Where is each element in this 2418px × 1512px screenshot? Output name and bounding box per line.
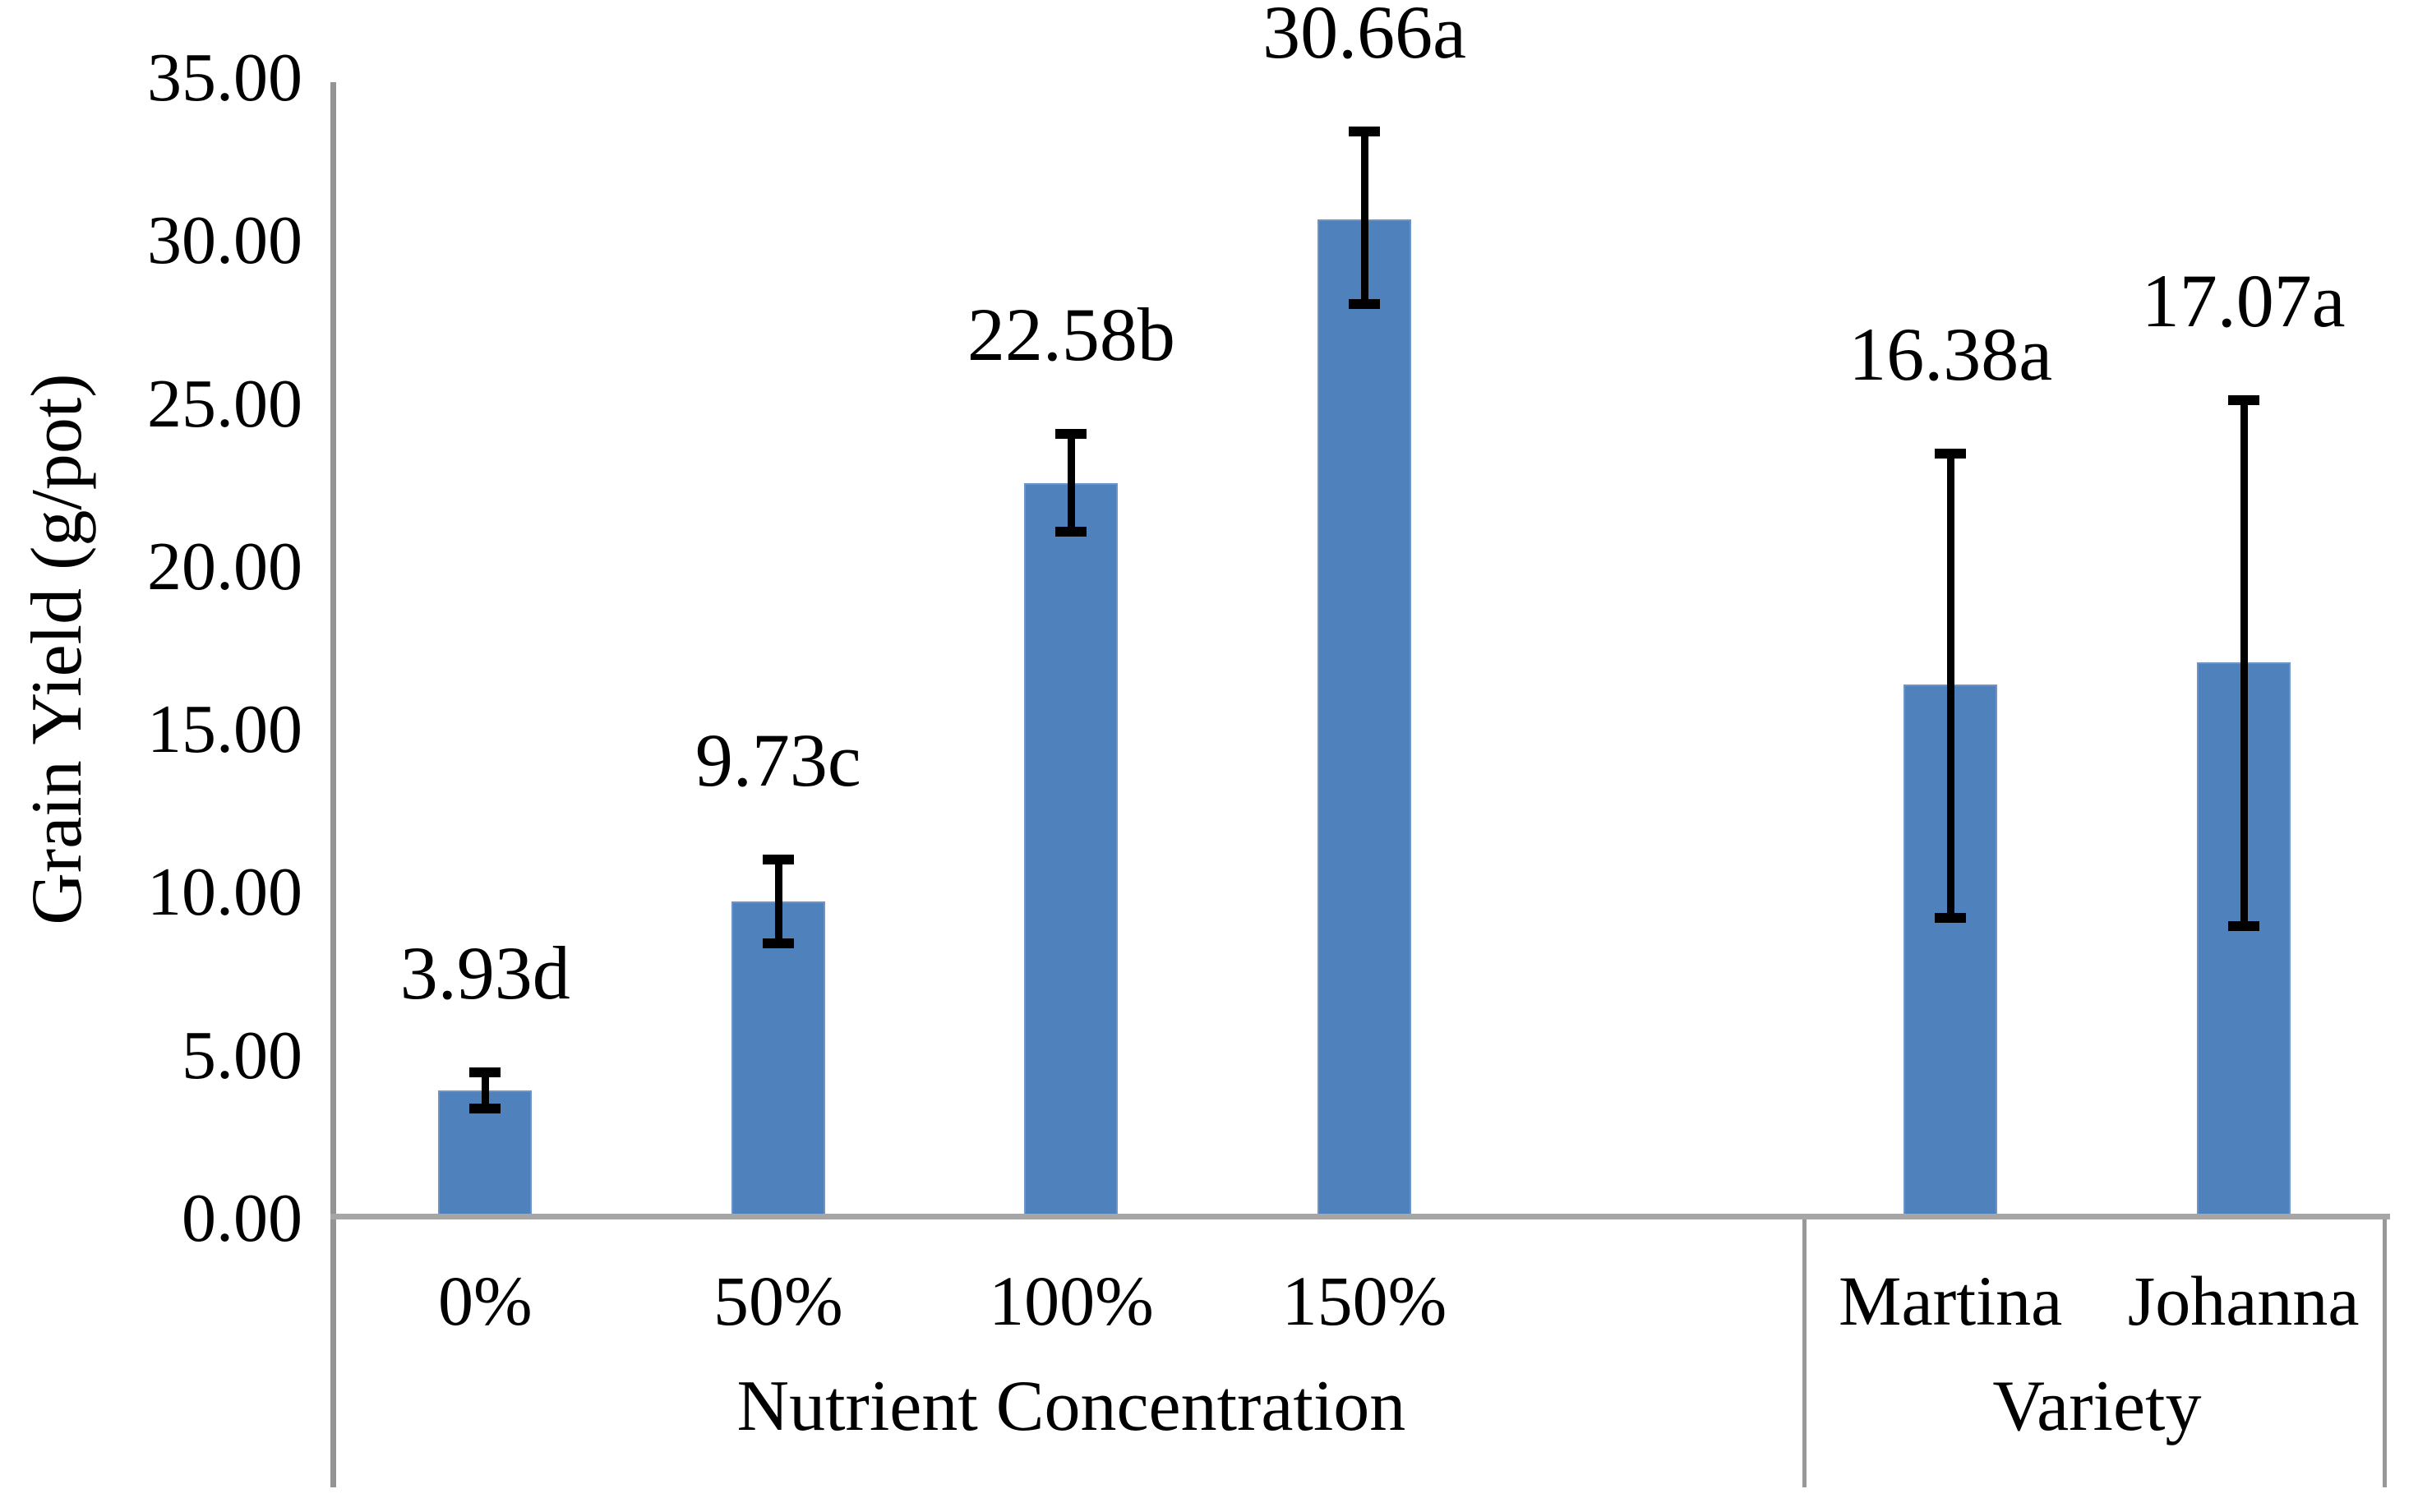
error-bar-cap-bottom	[1055, 527, 1087, 537]
x-axis-category-label: 0%	[437, 1261, 533, 1340]
error-bar-line	[482, 1072, 490, 1109]
error-bar-cap-bottom	[469, 1103, 501, 1113]
x-axis-category-label: 150%	[1281, 1261, 1447, 1340]
error-bar-line	[1361, 131, 1368, 305]
bar-Martina	[1903, 685, 1998, 1219]
bar-data-label: 30.66a	[1262, 0, 1466, 75]
x-axis-group-label: Variety	[1992, 1367, 2202, 1446]
bar-data-label: 9.73c	[694, 718, 861, 803]
error-bar-cap-top	[469, 1067, 501, 1078]
error-bar-cap-bottom	[762, 938, 794, 948]
x-axis-category-label: Johanna	[2127, 1261, 2360, 1340]
y-axis-tick-label: 15.00	[147, 691, 302, 768]
error-bar-line	[2240, 399, 2248, 927]
bar-50%	[731, 901, 825, 1219]
bar-150%	[1317, 219, 1411, 1219]
error-bar-line	[774, 860, 782, 943]
error-bar-cap-top	[1349, 127, 1380, 137]
group-divider-line	[1802, 1219, 1807, 1487]
y-axis-tick-label: 35.00	[147, 39, 302, 116]
y-axis-tick-label: 10.00	[147, 854, 302, 931]
bar-data-label: 22.58b	[967, 293, 1175, 377]
bar-data-label: 3.93d	[399, 931, 570, 1016]
error-bar-cap-bottom	[2227, 921, 2259, 932]
y-axis-tick-label: 0.00	[182, 1180, 302, 1256]
y-axis-line	[330, 82, 336, 1487]
error-bar-cap-bottom	[1349, 299, 1380, 310]
x-axis-group-label: Nutrient Concentration	[736, 1367, 1406, 1446]
y-axis-tick-label: 20.00	[147, 528, 302, 605]
error-bar-cap-bottom	[1935, 912, 1967, 923]
error-bar-cap-top	[2227, 394, 2259, 405]
error-bar-cap-top	[1935, 448, 1967, 459]
x-axis-category-label: 50%	[713, 1261, 843, 1340]
bar-data-label: 17.07a	[2141, 258, 2346, 343]
y-axis-tick-label: 30.00	[147, 202, 302, 279]
category-box-right-line	[2383, 1219, 2387, 1487]
error-bar-line	[1947, 453, 1955, 918]
x-axis-category-label: 100%	[989, 1261, 1154, 1340]
error-bar-cap-top	[1055, 429, 1087, 440]
bar-100%	[1024, 482, 1119, 1219]
y-axis-tick-label: 5.00	[182, 1016, 302, 1094]
error-bar-cap-top	[762, 855, 794, 865]
x-axis-category-label: Martina	[1839, 1261, 2063, 1340]
y-axis-tick-label: 25.00	[147, 365, 302, 442]
bar-data-label: 16.38a	[1848, 311, 2053, 396]
x-axis-baseline	[330, 1214, 2390, 1219]
error-bar-line	[1068, 434, 1076, 532]
